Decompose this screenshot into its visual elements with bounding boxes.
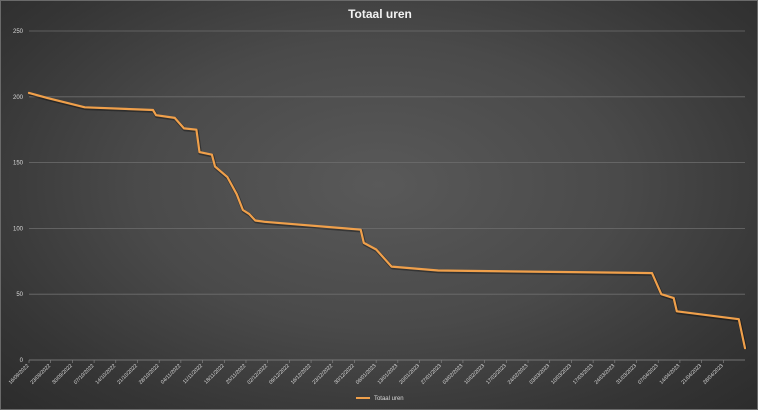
x-tick-label: 16/12/2022 <box>290 363 313 386</box>
x-tick-label: 04/11/2022 <box>160 363 182 385</box>
x-tick-label: 25/11/2022 <box>225 363 247 385</box>
x-tick-label: 30/12/2022 <box>333 363 356 386</box>
x-tick-label: 10/02/2023 <box>463 363 486 386</box>
x-tick-label: 28/04/2023 <box>702 363 725 386</box>
x-tick-label: 23/12/2022 <box>312 363 335 386</box>
x-tick-label: 31/03/2023 <box>615 363 638 386</box>
x-tick-label: 18/11/2022 <box>203 363 225 385</box>
x-tick-label: 30/09/2022 <box>51 363 74 386</box>
series-line-shadow <box>30 94 746 349</box>
x-tick-label: 09/12/2022 <box>268 363 291 386</box>
x-tick-label: 11/11/2022 <box>182 363 204 385</box>
x-tick-label: 21/04/2023 <box>680 363 703 386</box>
x-tick-label: 24/02/2023 <box>507 363 530 386</box>
y-tick-label: 200 <box>13 95 24 101</box>
x-tick-label: 14/10/2022 <box>95 363 118 386</box>
x-tick-label: 28/10/2022 <box>138 363 161 386</box>
x-tick-label: 23/09/2022 <box>30 363 53 386</box>
x-tick-label: 10/03/2023 <box>550 363 573 386</box>
x-tick-label: 07/10/2022 <box>73 363 96 386</box>
x-tick-label: 27/01/2023 <box>420 363 443 386</box>
x-tick-label: 17/02/2023 <box>485 363 508 386</box>
y-tick-label: 0 <box>20 358 24 364</box>
x-tick-label: 03/03/2023 <box>529 363 552 386</box>
x-tick-label: 02/12/2022 <box>246 363 269 386</box>
x-tick-label: 21/10/2022 <box>116 363 139 386</box>
x-tick-label: 07/04/2023 <box>637 363 660 386</box>
y-tick-label: 150 <box>13 161 24 167</box>
y-tick-label: 50 <box>16 292 23 298</box>
chart-legend: Totaal uren <box>1 396 758 402</box>
series-line-1 <box>29 93 745 348</box>
x-tick-label: 13/01/2023 <box>377 363 400 386</box>
x-tick-label: 20/01/2023 <box>398 363 421 386</box>
legend-swatch-icon <box>356 397 370 399</box>
y-tick-label: 100 <box>13 226 24 232</box>
x-tick-label: 17/03/2023 <box>572 363 595 386</box>
x-tick-label: 14/04/2023 <box>659 363 682 386</box>
x-tick-label: 06/01/2023 <box>355 363 378 386</box>
x-tick-label: 03/02/2023 <box>442 363 465 386</box>
x-tick-label: 24/03/2023 <box>594 363 617 386</box>
x-tick-label: 16/09/2022 <box>8 363 31 386</box>
legend-label: Totaal uren <box>374 396 404 402</box>
y-tick-label: 250 <box>13 29 24 35</box>
